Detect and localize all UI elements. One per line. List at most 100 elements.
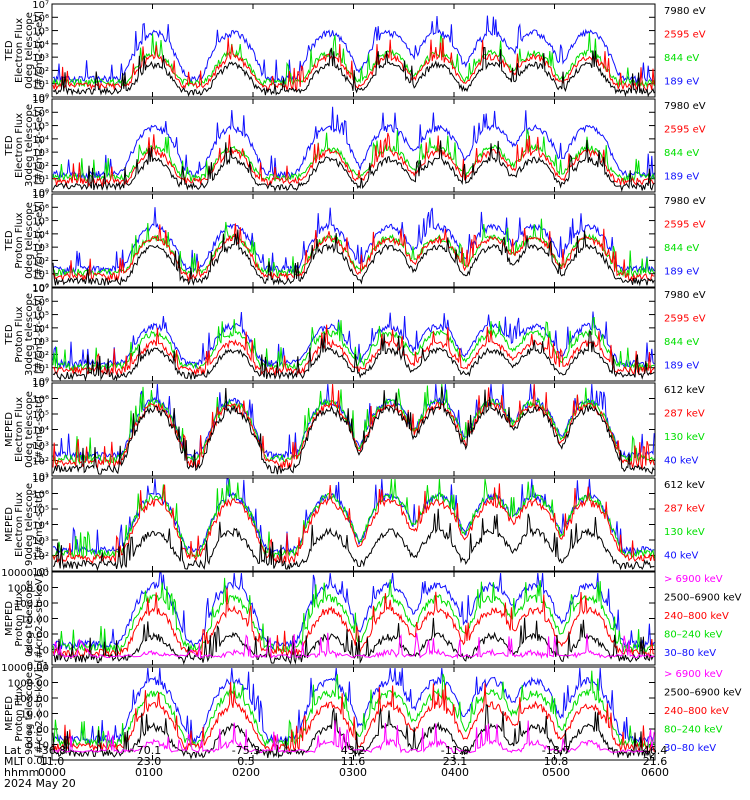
y-axis-label: MEPED Electron Flux 0deg telescope [#/cm2-s…	[4, 391, 45, 468]
y-tick-label: 10⁷	[32, 95, 49, 106]
y-axis-label-line: [#/cm2-s-str-keV]	[34, 669, 45, 757]
series-line-red	[52, 223, 655, 283]
panel-8: 0.010.101.0010.00100.001000.0010000.00ME…	[1, 663, 741, 767]
y-axis-label-line: 0deg telescope	[24, 202, 35, 279]
y-tick-label: 10000.00	[1, 663, 49, 674]
y-axis-label-line: TED	[4, 135, 15, 156]
y-tick-label: 10⁵	[32, 505, 49, 516]
legend-entry: 189 eV	[664, 361, 699, 372]
y-tick-label: 10²	[32, 256, 49, 267]
y-axis-label-line: Proton Flux	[14, 306, 25, 362]
legend-entry: 844 eV	[664, 337, 699, 348]
y-tick-label: 10⁴	[32, 426, 49, 437]
y-axis-label-line: [#/cm2-s-str-keV]	[34, 574, 45, 662]
y-axis-label-line: [#/cm2-s-str]	[34, 491, 45, 558]
panel-7: 0.010.101.0010.00100.001000.0010000.00ME…	[1, 568, 741, 672]
legend-entry: 189 eV	[664, 172, 699, 183]
legend-entry: 2595 eV	[664, 30, 706, 41]
series-line-blue	[52, 207, 655, 276]
y-tick-label: 10⁷	[32, 0, 49, 11]
series-line-black	[52, 46, 655, 98]
y-tick-label: 10⁵	[32, 27, 49, 38]
legend-entry: 80–240 keV	[664, 630, 723, 641]
y-tick-label: 10³	[32, 536, 49, 547]
legend-entry: 189 eV	[664, 77, 699, 88]
series-line-red	[52, 132, 655, 188]
y-axis-label-line: 90deg telescope	[24, 672, 35, 755]
legend-entry: 40 keV	[664, 456, 698, 467]
y-axis-label-line: TED	[4, 230, 15, 251]
y-tick-label: 1000.00	[8, 584, 49, 595]
y-tick-label: 0.01	[27, 661, 49, 672]
y-tick-label: 10¹	[32, 175, 49, 186]
y-axis-label-line: 0deg telescope	[24, 391, 35, 468]
y-tick-label: 0.01	[27, 756, 49, 767]
legend-entry: 30–80 keV	[664, 743, 716, 754]
y-axis-label: MEPED Electron Flux 90deg telescope [#/cm2-…	[4, 483, 45, 566]
y-tick-label: 10³	[32, 148, 49, 159]
y-tick-label: 10⁰	[32, 283, 49, 294]
y-tick-label: 10⁶	[32, 108, 49, 119]
legend-entry: > 6900 keV	[664, 574, 723, 585]
series-line-blue	[52, 572, 655, 650]
y-tick-label: 10³	[32, 243, 49, 254]
y-tick-label: 10⁶	[32, 395, 49, 406]
y-tick-label: 0.10	[27, 646, 49, 657]
y-tick-label: 10⁴	[32, 324, 49, 335]
y-tick-label: 10⁵	[32, 410, 49, 421]
y-axis-label: MEPED Proton Flux 0deg telescope [#/cm2-s-s…	[4, 574, 45, 662]
series-line-blue	[52, 478, 655, 556]
legend-entry: 240–800 keV	[664, 611, 729, 622]
y-tick-label: 10⁵	[32, 122, 49, 133]
legend-entry: 7980 eV	[664, 101, 706, 112]
series-line-black	[52, 704, 655, 761]
series-line-magenta	[52, 720, 655, 754]
series-line-green	[52, 383, 655, 466]
series-line-black	[52, 386, 655, 475]
legend-entry: 7980 eV	[664, 196, 706, 207]
series-line-red	[52, 483, 655, 566]
y-tick-label: 0.10	[27, 741, 49, 752]
legend-entry: 287 keV	[664, 504, 705, 515]
series-line-green	[52, 670, 655, 749]
y-tick-label: 10²	[32, 457, 49, 468]
y-tick-label: 10⁶	[32, 203, 49, 214]
legend-entry: 2500–6900 keV	[664, 688, 742, 699]
legend-entry: 2595 eV	[664, 220, 706, 231]
series-line-black	[52, 508, 655, 572]
y-tick-label: 10⁴	[32, 230, 49, 241]
series-line-red	[52, 587, 655, 659]
y-axis-label-line: Proton Flux	[14, 212, 25, 268]
y-tick-label: 10.00	[20, 710, 49, 721]
legend-entry: 130 keV	[664, 432, 705, 443]
y-axis-label-line: [#/cm2-sr-s-eV]	[34, 295, 45, 374]
legend-entry: 612 keV	[664, 385, 705, 396]
y-axis-label-line: [#/cm2-s-str]	[34, 396, 45, 463]
series-line-blue	[52, 311, 655, 370]
y-axis-label: TED Proton Flux 30deg telescope [#/cm2-sr-s…	[4, 293, 45, 376]
legend-entry: 612 keV	[664, 480, 705, 491]
series-line-black	[52, 229, 655, 287]
y-tick-label: 1000.00	[8, 679, 49, 690]
y-tick-label: 10⁰	[32, 377, 49, 388]
series-line-magenta	[53, 632, 655, 660]
legend-entry: 189 eV	[664, 267, 699, 278]
y-tick-label: 10⁶	[32, 490, 49, 501]
y-axis-label-line: [#/cm2-sr-s-eV]	[34, 106, 45, 185]
y-tick-label: 10⁴	[32, 40, 49, 51]
y-axis-label-line: Electron Flux	[14, 18, 25, 83]
y-tick-label: 10⁴	[32, 521, 49, 532]
y-axis-label-line: 90deg telescope	[24, 483, 35, 566]
y-tick-label: 10¹	[32, 567, 49, 578]
legend-entry: 30–80 keV	[664, 648, 716, 659]
series-line-black	[52, 331, 655, 382]
legend-entry: > 6900 keV	[664, 669, 723, 680]
y-axis-label-line: [#/cm2-sr-s-eV]	[34, 201, 45, 280]
y-tick-label: 10³	[32, 337, 49, 348]
y-axis-label-line: [#/cm2-sr-s-eV]	[34, 11, 45, 90]
legend-entry: 7980 eV	[664, 290, 706, 301]
y-tick-label: 10.00	[20, 615, 49, 626]
